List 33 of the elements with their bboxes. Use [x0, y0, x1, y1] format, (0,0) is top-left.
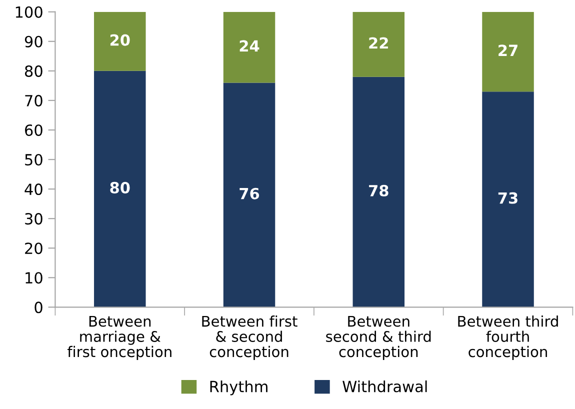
y-tick-label: 10: [26, 272, 42, 284]
data-label: 73: [498, 192, 518, 204]
y-tick-label: 50: [25, 154, 42, 166]
bar: [352, 76, 405, 308]
data-label: 76: [240, 188, 260, 200]
data-label: 78: [369, 184, 388, 196]
x-tick-label: Between third fourth conception: [458, 315, 558, 360]
y-tick-label: 0: [34, 302, 42, 314]
data-label: 80: [110, 182, 130, 194]
y-tick-label: 20: [25, 242, 42, 254]
y-tick-label: 40: [24, 184, 42, 196]
bar: [94, 70, 146, 308]
y-tick-label: 100: [16, 6, 42, 18]
data-label: 27: [498, 44, 518, 56]
data-label: 22: [369, 37, 388, 49]
legend-label: Rhythm: [210, 380, 268, 396]
bar: [352, 12, 405, 77]
y-tick-label: 80: [24, 65, 42, 77]
x-tick-label: Between first & second conception: [202, 315, 298, 360]
x-tick-label: Between second & third conception: [326, 316, 431, 360]
bar: [482, 12, 534, 92]
x-tick-label: Between marriage & first onception: [67, 316, 172, 360]
y-tick-label: 70: [25, 94, 42, 106]
y-tick-label: 90: [24, 36, 42, 48]
data-label: 20: [110, 34, 130, 46]
bar: [482, 92, 534, 308]
bar: [223, 12, 276, 83]
bar: [223, 82, 276, 308]
y-tick-label: 60: [25, 124, 42, 136]
y-tick-label: 30: [25, 213, 42, 225]
legend-label: Withdrawal: [342, 380, 427, 392]
data-label: 24: [240, 40, 260, 52]
bar: [94, 12, 146, 71]
